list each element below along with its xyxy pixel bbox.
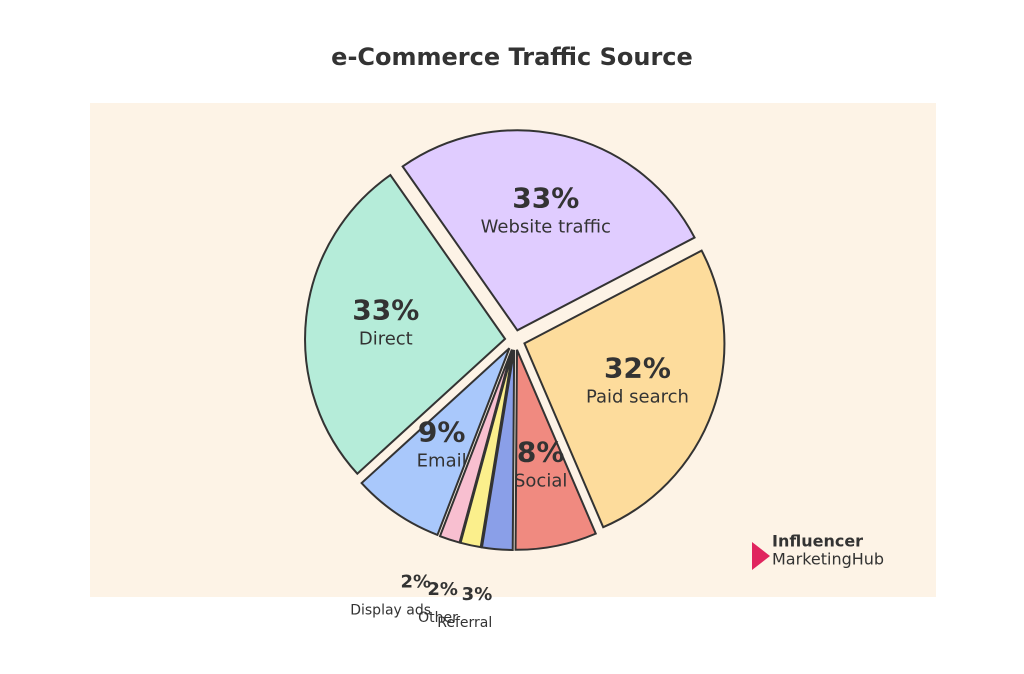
pie-slice [360,347,511,537]
pie-slice [459,349,514,549]
pie-slice [304,173,507,476]
pie-slice [438,349,513,544]
value-label: 8% [517,435,565,468]
value-label: 33% [512,182,579,215]
slice-label: Display ads [350,603,431,619]
pie-slice [480,349,516,551]
slice-label: Paid search [586,387,689,408]
logo: Influencer MarketingHub [752,532,884,570]
value-label: 9% [418,415,466,448]
slice-label: Other [418,610,458,626]
value-label: 2% [400,572,431,593]
pie-slice [523,249,726,529]
slice-label: Email [417,450,467,471]
value-label: 33% [352,294,419,327]
pie-slice [401,129,696,332]
slice-label: Referral [437,615,492,631]
slice-label: Direct [359,329,413,350]
slice-label: Website traffic [481,217,611,238]
slice-label: Social [514,470,567,491]
logo-text: Influencer [772,532,863,551]
value-label: 2% [427,579,458,600]
logo-mark [752,542,770,570]
value-label: 3% [462,584,493,605]
pie-slice [514,349,598,551]
value-label: 32% [604,352,671,385]
chart-title: e-Commerce Traffic Source [331,43,693,71]
logo-text: MarketingHub [772,550,884,569]
